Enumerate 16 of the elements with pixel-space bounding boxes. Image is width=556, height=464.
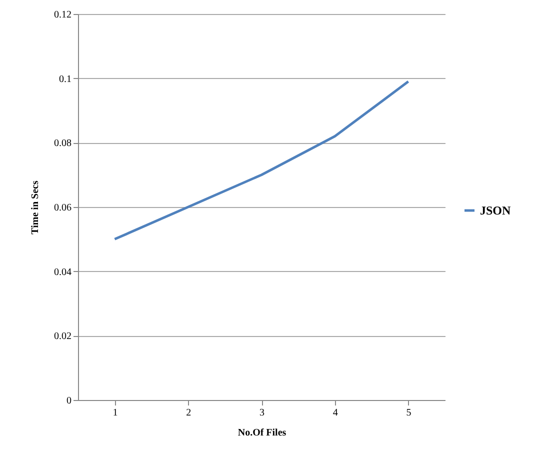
y-tick-label: 0.12 <box>54 10 72 20</box>
y-tick-label: 0.06 <box>54 202 72 214</box>
y-axis-title: Time in Secs <box>30 180 41 234</box>
x-tick-label: 2 <box>186 408 192 418</box>
y-tick-label: 0 <box>66 396 72 406</box>
x-axis-title: No.Of Files <box>238 428 286 438</box>
x-tick-label: 3 <box>260 408 264 418</box>
line-series <box>113 80 410 240</box>
y-tick-label: 0.02 <box>54 331 72 342</box>
legend-label: JSON <box>480 204 512 218</box>
x-tick-label: 1 <box>112 408 118 418</box>
y-tick-label: 0.04 <box>54 266 72 278</box>
x-tick-label: 4 <box>332 408 338 418</box>
y-tick-label: 0.1 <box>59 74 72 85</box>
x-tick-label: 5 <box>406 408 412 418</box>
y-tick-label: 0.08 <box>54 138 72 150</box>
